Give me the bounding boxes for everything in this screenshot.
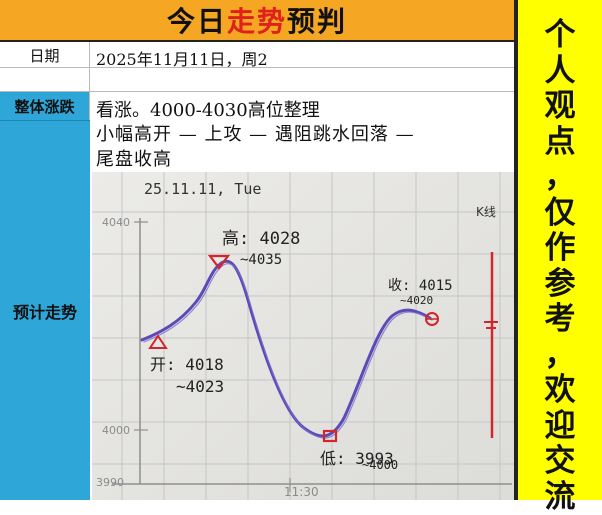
empty-row [0,68,514,92]
forecast-detail: 小幅高开 — 上攻 — 遇阻跳水回落 — 尾盘收高 [96,122,508,172]
trend-row: 整体涨跌 看涨。4000-4030高位整理 [0,92,514,121]
open-note-2: ~4023 [176,377,224,396]
forecast-detail-line2: 尾盘收高 [96,149,172,170]
sketch-svg: 25.11.11, Tue 4040 4000 3990 11:30 高: 40… [92,172,514,500]
open-note-1: 开: 4018 [150,355,224,374]
sketch-photo: 25.11.11, Tue 4040 4000 3990 11:30 高: 40… [92,172,514,500]
title-highlight: 走势 [226,5,287,38]
high-note-1: 高: 4028 [222,229,300,249]
grid-lines [92,172,514,500]
high-marker [207,254,231,270]
disclaimer-text: 个人观 点，仅 作参考 ，欢迎 交流 [544,17,576,515]
title-bar: 今日走势预判 [0,0,514,42]
sketch-header: 25.11.11, Tue [144,180,261,198]
trend-label: 整体涨跌 [0,92,90,120]
low-note-2: ~4000 [362,458,398,472]
low-marker [322,429,338,443]
forecast-label: 预计走势 [0,120,90,500]
close-note-2: ~4020 [400,294,433,307]
price-path [140,259,432,438]
y-top-label: 4040 [102,216,130,229]
high-note-2: ~4035 [240,252,282,268]
trend-value: 看涨。4000-4030高位整理 [96,100,320,121]
y-mid-label: 4000 [102,424,130,437]
low-note-1: 低: 3993 [320,449,394,468]
disclaimer-column: 个人观 点，仅 作参考 ，欢迎 交流 [514,0,602,514]
k-line-label: K线 [476,205,496,219]
y-bottom-label: 3990 [96,476,124,489]
date-row: 日期 2025年11月11日，周2 [0,42,514,69]
paper-background [92,172,514,500]
page-title: 今日走势预判 [166,5,348,38]
forecast-detail-line1: 小幅高开 — 上攻 — 遇阻跳水回落 — [96,124,415,145]
empty-label [0,68,90,92]
x-time-label: 11:30 [284,485,319,499]
open-marker [148,334,168,349]
date-label: 日期 [0,42,90,68]
date-value: 2025年11月11日，周2 [96,50,268,69]
close-note-1: 收: 4015 [388,278,453,294]
